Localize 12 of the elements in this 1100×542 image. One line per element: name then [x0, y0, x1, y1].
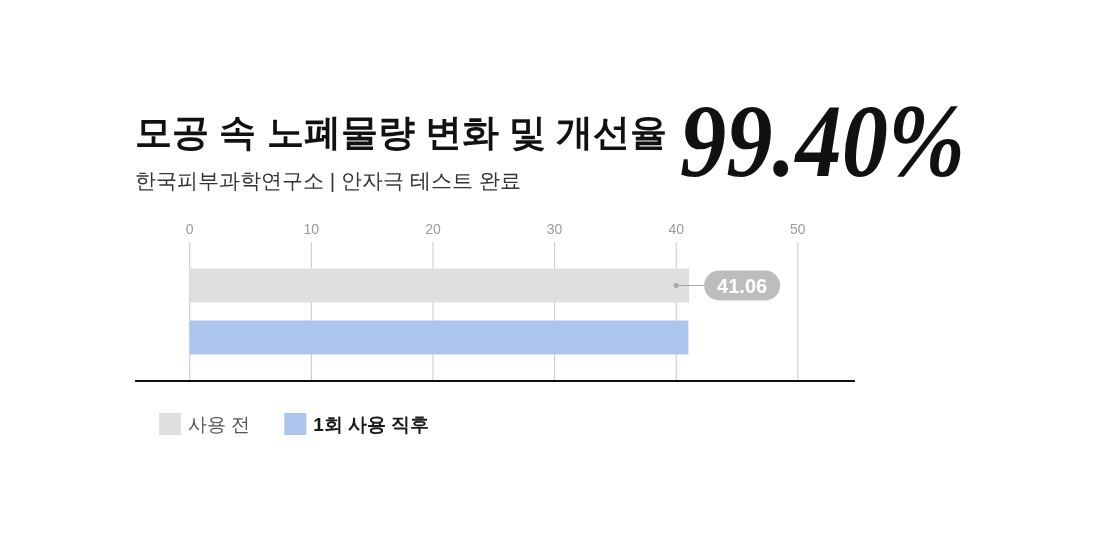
legend-label: 1회 사용 직후	[313, 414, 430, 435]
x-tick-label: 20	[425, 221, 441, 237]
chart-title: 모공 속 노폐물량 변화 및 개선율	[135, 112, 668, 153]
data-label: 41.06	[717, 274, 768, 297]
x-tick-label: 10	[303, 221, 320, 237]
x-tick-label: 30	[546, 221, 563, 237]
text: 99.40%	[680, 83, 1001, 198]
legend-label: 사용 전	[188, 414, 251, 435]
chart-subtitle: 한국피부과학연구소 | 안자극 테스트 완료	[135, 169, 521, 192]
x-tick-label: 50	[790, 221, 806, 237]
x-tick-label: 40	[668, 221, 685, 237]
x-tick-label: 0	[185, 221, 194, 237]
